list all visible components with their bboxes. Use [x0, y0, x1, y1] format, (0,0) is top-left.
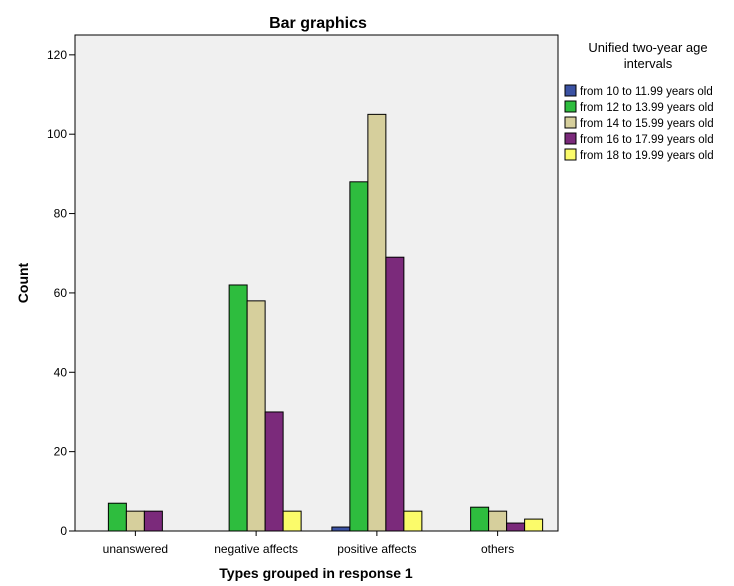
legend-item-label: from 10 to 11.99 years old — [580, 86, 713, 98]
x-tick-label: unanswered — [103, 542, 168, 556]
legend-swatch — [564, 116, 577, 129]
y-tick-label: 0 — [60, 524, 67, 538]
legend-item-label: from 14 to 15.99 years old — [580, 118, 714, 130]
legend-swatch — [564, 148, 577, 161]
legend-item-label: from 16 to 17.99 years old — [580, 134, 714, 146]
bar — [125, 510, 145, 532]
bars — [107, 113, 544, 532]
bar — [107, 502, 127, 532]
bar — [470, 506, 490, 532]
plot-area — [74, 34, 559, 532]
x-tick-label: negative affects — [214, 542, 298, 556]
x-axis-label: Types grouped in response 1 — [219, 565, 413, 581]
bar — [385, 256, 405, 532]
bar — [264, 411, 284, 532]
x-axis: unanswered negative affects positive affec… — [103, 531, 514, 556]
bar — [246, 300, 266, 532]
y-axis-label: Count — [15, 262, 31, 303]
legend-swatch — [564, 132, 577, 145]
y-tick-label: 60 — [54, 286, 68, 300]
y-tick-label: 20 — [54, 445, 68, 459]
y-tick-label: 80 — [54, 207, 68, 221]
y-tick-label: 40 — [54, 365, 68, 379]
bar — [331, 526, 351, 532]
bar — [228, 284, 248, 532]
legend-item-label: from 12 to 13.99 years old — [580, 102, 714, 114]
legend-title: Unified two-year age — [588, 40, 707, 55]
legend-swatch — [564, 84, 577, 97]
y-tick-label: 120 — [47, 48, 67, 62]
bar — [367, 113, 387, 532]
bar — [506, 522, 526, 532]
bar — [488, 510, 508, 532]
x-tick-label: others — [481, 542, 514, 556]
bar — [349, 181, 369, 532]
bar — [403, 510, 423, 532]
legend-item-label: from 18 to 19.99 years old — [580, 150, 714, 162]
bar — [282, 510, 302, 532]
bar — [524, 518, 544, 532]
bar — [143, 510, 163, 532]
x-tick-label: positive affects — [337, 542, 416, 556]
legend-swatch — [564, 100, 577, 113]
legend-title: intervals — [624, 56, 673, 71]
y-axis: 0 20 40 60 80 100 120 — [47, 48, 75, 538]
y-tick-label: 100 — [47, 127, 67, 141]
chart-title: Bar graphics — [269, 15, 367, 32]
